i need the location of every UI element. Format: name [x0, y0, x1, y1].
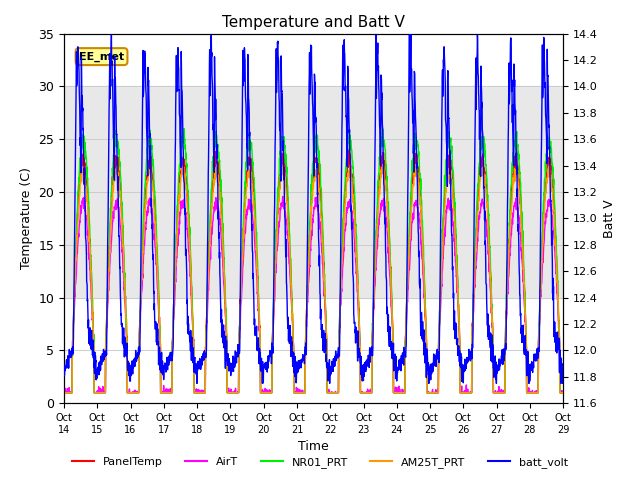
Y-axis label: Batt V: Batt V	[604, 199, 616, 238]
Legend: PanelTemp, AirT, NR01_PRT, AM25T_PRT, batt_volt: PanelTemp, AirT, NR01_PRT, AM25T_PRT, ba…	[68, 452, 572, 472]
Bar	[64, 86, 563, 298]
X-axis label: Time: Time	[298, 440, 329, 453]
Text: EE_met: EE_met	[79, 51, 124, 62]
Y-axis label: Temperature (C): Temperature (C)	[20, 168, 33, 269]
Title: Temperature and Batt V: Temperature and Batt V	[222, 15, 405, 30]
